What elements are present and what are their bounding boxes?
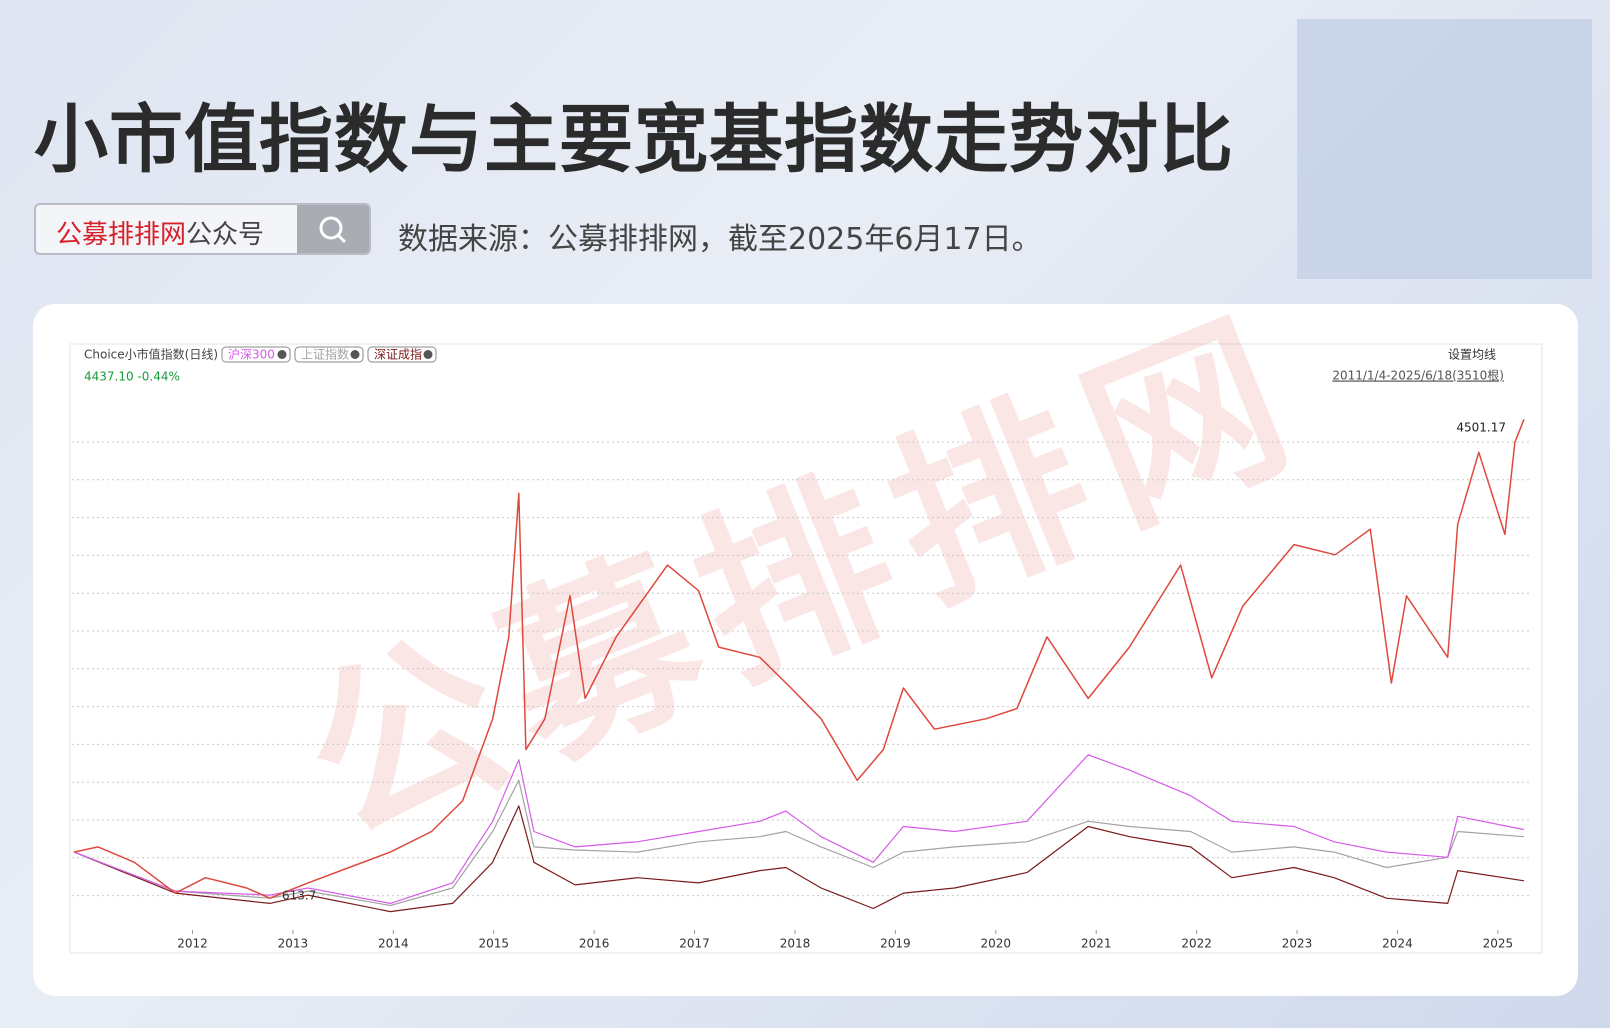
x-tick-label: 2013 bbox=[278, 937, 309, 951]
x-tick-label: 2016 bbox=[579, 937, 610, 951]
annotation: 613.7 bbox=[282, 889, 316, 903]
source-note: 数据来源：公募排排网，截至2025年6月17日。 bbox=[398, 222, 1042, 257]
annotation: 4501.17 bbox=[1456, 421, 1506, 435]
x-tick-label: 2019 bbox=[880, 937, 911, 951]
brand: 公募排排网公众号 bbox=[56, 214, 264, 251]
settings: 设置均线 bbox=[1448, 348, 1496, 362]
series-line bbox=[73, 779, 1525, 907]
legend-remove[interactable] bbox=[350, 350, 360, 359]
legend-label: 上证指数 bbox=[301, 347, 349, 362]
x-tick-label: 2018 bbox=[780, 937, 811, 951]
quote: 4437.10 -0.44% bbox=[84, 370, 180, 384]
x-tick-label: 2021 bbox=[1081, 937, 1112, 951]
search-icon bbox=[319, 216, 347, 244]
x-tick-label: 2025 bbox=[1483, 937, 1514, 951]
legend-label: Choice小市值指数(日线) bbox=[84, 347, 218, 362]
range-label: 2011/1/4-2025/6/18(3510根) bbox=[1332, 369, 1504, 383]
legend-chip bbox=[294, 346, 364, 363]
x-tick-label: 2022 bbox=[1181, 937, 1212, 951]
brand-suffix: 公众号 bbox=[186, 220, 265, 250]
search-box[interactable]: 公募排排网公众号 bbox=[34, 203, 371, 255]
legend-label: 深证成指 bbox=[374, 347, 422, 362]
x-tick-label: 2020 bbox=[981, 937, 1012, 951]
x-tick-label: 2014 bbox=[378, 937, 409, 951]
page-title: 小市值指数与主要宽基指数走势对比 bbox=[34, 97, 1234, 183]
legend-remove[interactable] bbox=[277, 350, 287, 359]
series-line bbox=[73, 805, 1525, 913]
legend-remove[interactable] bbox=[423, 350, 433, 359]
legend-chip bbox=[367, 346, 437, 363]
series-line bbox=[73, 754, 1525, 904]
series-line bbox=[73, 419, 1525, 899]
brand-name: 公募排排网 bbox=[56, 220, 187, 250]
x-tick-label: 2017 bbox=[679, 937, 710, 951]
search-button[interactable] bbox=[297, 205, 369, 253]
x-tick-label: 2015 bbox=[478, 937, 509, 951]
x-tick-label: 2023 bbox=[1282, 937, 1313, 951]
x-tick-label: 2024 bbox=[1382, 937, 1413, 951]
decoration bbox=[1297, 19, 1592, 279]
x-tick-label: 2012 bbox=[177, 937, 208, 951]
legend-chip bbox=[221, 346, 291, 363]
plot-frame bbox=[69, 343, 1543, 954]
legend-label: 沪深300 bbox=[228, 348, 275, 362]
